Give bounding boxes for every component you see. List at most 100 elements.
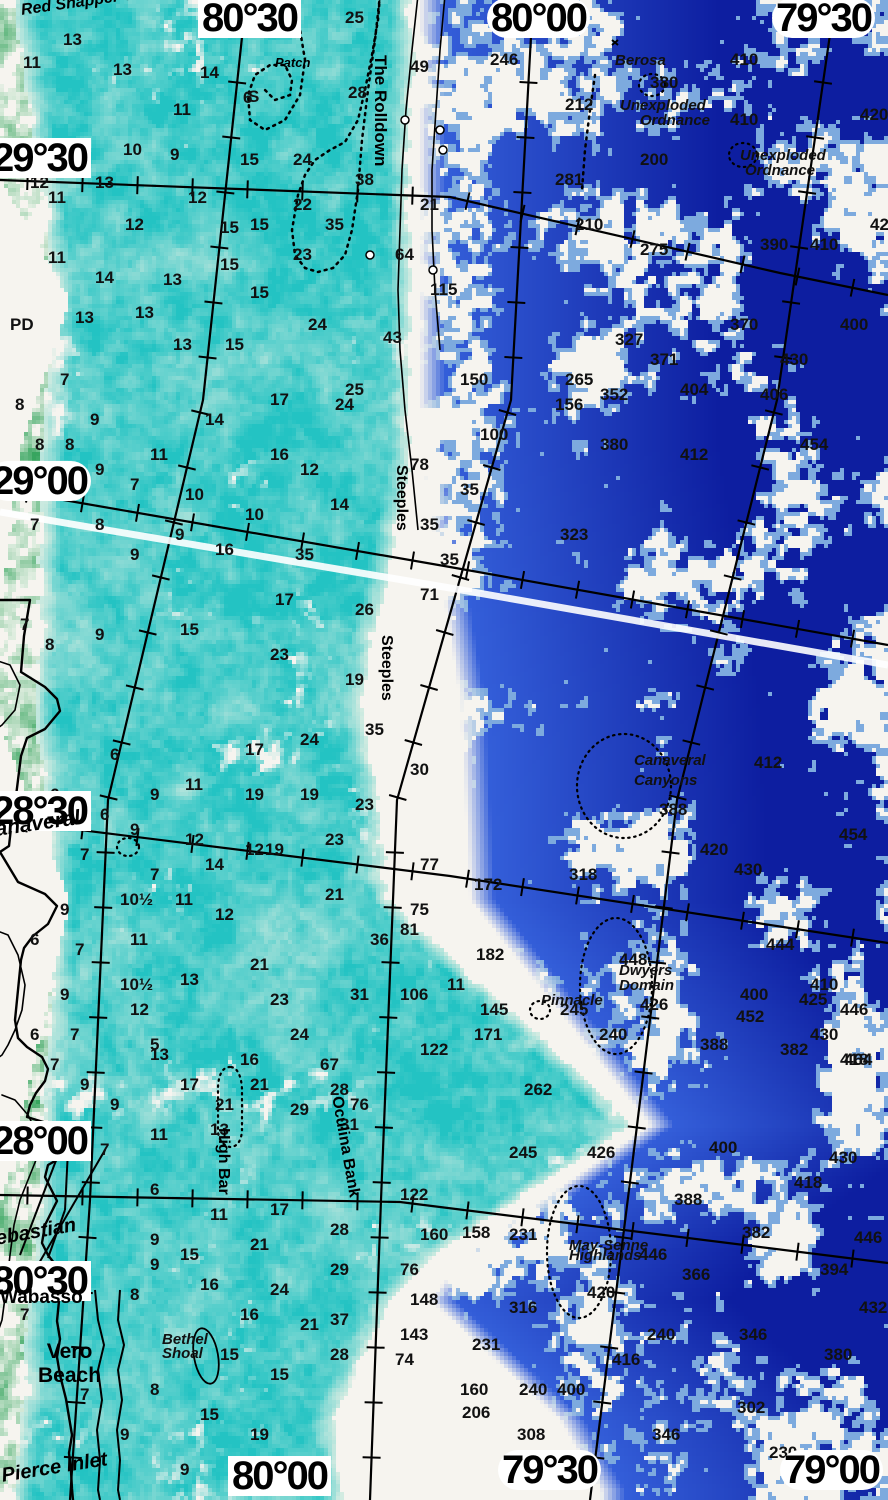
svg-text:21: 21 [420, 195, 439, 214]
svg-text:Ordnance: Ordnance [640, 112, 710, 129]
svg-text:452: 452 [736, 1007, 764, 1026]
svg-text:6: 6 [30, 1025, 39, 1044]
svg-text:426: 426 [640, 995, 668, 1014]
svg-text:26: 26 [355, 600, 374, 619]
svg-text:446: 446 [854, 1228, 882, 1247]
svg-text:19: 19 [345, 670, 364, 689]
svg-text:400: 400 [740, 985, 768, 1004]
svg-text:8: 8 [95, 515, 104, 534]
svg-text:10½: 10½ [120, 975, 153, 994]
svg-text:28: 28 [348, 83, 367, 102]
svg-text:21: 21 [250, 1235, 269, 1254]
svg-text:14: 14 [205, 855, 224, 874]
svg-text:15: 15 [180, 620, 199, 639]
svg-text:245: 245 [560, 1000, 588, 1019]
svg-text:17: 17 [270, 390, 289, 409]
svg-text:390: 390 [760, 235, 788, 254]
svg-text:11: 11 [175, 890, 193, 909]
svg-text:9: 9 [120, 1425, 129, 1444]
svg-text:262: 262 [524, 1080, 552, 1099]
svg-text:PD: PD [10, 315, 34, 334]
svg-text:21: 21 [300, 1315, 319, 1334]
svg-text:31: 31 [350, 985, 369, 1004]
svg-text:6: 6 [110, 745, 119, 764]
svg-text:352: 352 [600, 385, 628, 404]
svg-text:7: 7 [130, 475, 139, 494]
svg-text:410: 410 [730, 50, 758, 69]
svg-text:64: 64 [395, 245, 414, 264]
svg-text:11: 11 [48, 188, 66, 207]
svg-text:370: 370 [730, 315, 758, 334]
svg-text:25: 25 [345, 8, 364, 27]
svg-text:430: 430 [829, 1148, 857, 1167]
svg-text:12: 12 [188, 188, 207, 207]
svg-text:7: 7 [30, 515, 39, 534]
svg-text:75: 75 [410, 900, 429, 919]
svg-text:400: 400 [840, 315, 868, 334]
svg-text:171: 171 [474, 1025, 502, 1044]
svg-text:371: 371 [650, 350, 678, 369]
svg-text:12: 12 [245, 840, 264, 859]
svg-text:21: 21 [250, 1075, 269, 1094]
svg-text:148: 148 [410, 1290, 438, 1309]
svg-text:12: 12 [300, 460, 319, 479]
svg-text:420: 420 [700, 840, 728, 859]
svg-text:9: 9 [150, 1255, 159, 1274]
svg-text:446: 446 [840, 1000, 868, 1019]
svg-text:24: 24 [293, 150, 312, 169]
svg-text:388: 388 [700, 1035, 728, 1054]
svg-text:19: 19 [265, 840, 284, 859]
svg-text:182: 182 [476, 945, 504, 964]
svg-text:6: 6 [30, 930, 39, 949]
svg-text:426: 426 [587, 1143, 615, 1162]
svg-text:11: 11 [150, 445, 168, 464]
svg-text:245: 245 [509, 1143, 537, 1162]
svg-text:24: 24 [300, 730, 319, 749]
svg-text:23: 23 [355, 795, 374, 814]
svg-text:78: 78 [410, 455, 429, 474]
svg-text:400: 400 [709, 1138, 737, 1157]
svg-text:35: 35 [460, 480, 479, 499]
svg-text:10: 10 [123, 140, 142, 159]
svg-text:11: 11 [23, 53, 41, 72]
svg-text:380: 380 [650, 73, 678, 92]
svg-text:23: 23 [293, 245, 312, 264]
svg-text:7: 7 [75, 940, 84, 959]
svg-text:388: 388 [674, 1190, 702, 1209]
svg-text:323: 323 [560, 525, 588, 544]
svg-text:7: 7 [100, 1140, 109, 1159]
svg-text:15: 15 [225, 335, 244, 354]
svg-text:9: 9 [80, 1075, 89, 1094]
svg-text:275: 275 [640, 240, 668, 259]
svg-text:Highlands: Highlands [569, 1247, 642, 1264]
svg-text:36: 36 [370, 930, 389, 949]
svg-text:30: 30 [410, 760, 429, 779]
svg-text:7: 7 [60, 370, 69, 389]
svg-text:16: 16 [200, 1275, 219, 1294]
svg-text:9: 9 [130, 820, 139, 839]
svg-text:Canaveral: Canaveral [634, 752, 707, 769]
svg-text:231: 231 [472, 1335, 500, 1354]
svg-text:8: 8 [15, 395, 24, 414]
svg-text:35: 35 [365, 720, 384, 739]
svg-text:412: 412 [754, 753, 782, 772]
svg-text:9: 9 [130, 545, 139, 564]
svg-text:71: 71 [420, 585, 439, 604]
svg-text:240: 240 [647, 1325, 675, 1344]
svg-text:9: 9 [180, 1460, 189, 1479]
svg-text:37: 37 [330, 1310, 349, 1329]
svg-text:15: 15 [270, 1365, 289, 1384]
svg-text:7: 7 [80, 845, 89, 864]
svg-text:8: 8 [45, 635, 54, 654]
svg-text:24: 24 [270, 1280, 289, 1299]
svg-text:10½: 10½ [120, 890, 153, 909]
svg-text:24: 24 [290, 1025, 309, 1044]
svg-text:76: 76 [350, 1095, 369, 1114]
svg-text:7: 7 [150, 865, 159, 884]
svg-text:430: 430 [810, 1025, 838, 1044]
svg-text:346: 346 [739, 1325, 767, 1344]
svg-text:11: 11 [130, 930, 148, 949]
svg-text:246: 246 [490, 50, 518, 69]
svg-text:16: 16 [270, 445, 289, 464]
svg-text:21: 21 [325, 885, 344, 904]
